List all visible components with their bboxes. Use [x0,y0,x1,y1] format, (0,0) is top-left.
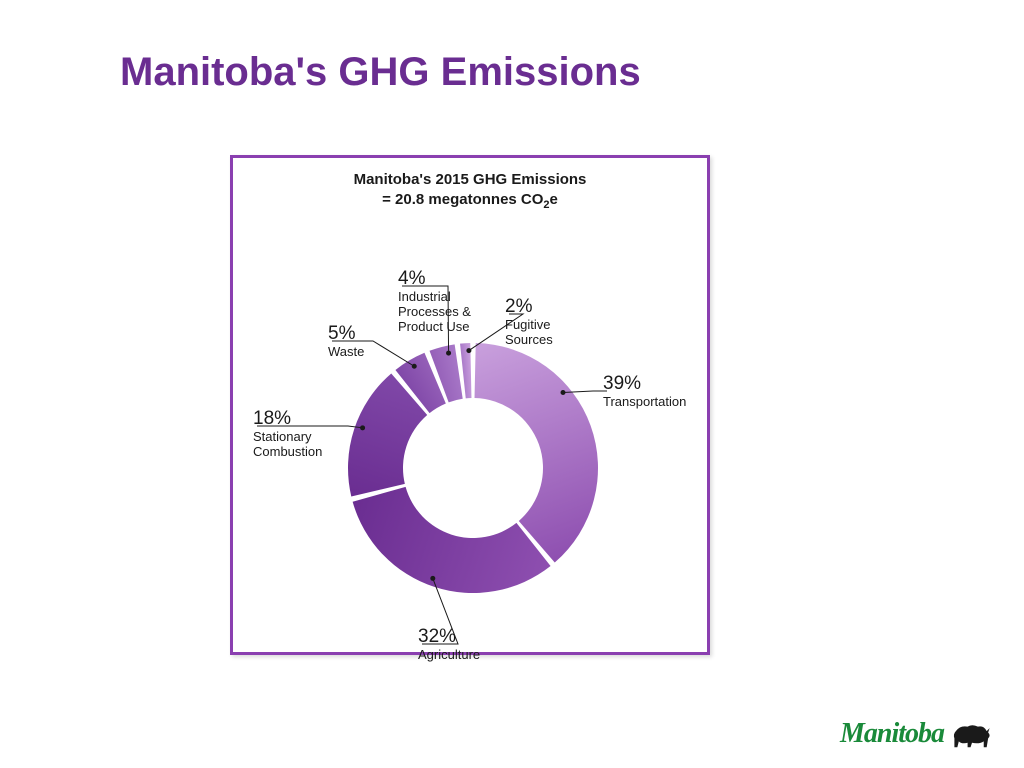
donut-slice [475,343,598,563]
bison-icon [950,719,994,749]
slice-label: 32%Agriculture [418,626,480,663]
slice-pct: 5% [328,323,364,345]
chart-title-line2-prefix: = 20.8 megatonnes CO [382,191,543,208]
slice-label: 5%Waste [328,323,364,360]
logo-text: Manitoba [840,718,944,750]
chart-title: Manitoba's 2015 GHG Emissions = 20.8 meg… [233,170,707,212]
chart-title-line1: Manitoba's 2015 GHG Emissions [354,171,587,188]
slice-label: 18%StationaryCombustion [253,408,322,460]
slice-name: Agriculture [418,647,480,662]
slice-name: FugitiveSources [505,317,553,347]
slice-label: 39%Transportation [603,373,686,410]
slice-name: Transportation [603,394,686,409]
donut-chart: 39%Transportation32%Agriculture18%Statio… [233,258,707,658]
slice-name: IndustrialProcesses &Product Use [398,289,471,334]
slice-label: 2%FugitiveSources [505,296,553,348]
chart-frame: Manitoba's 2015 GHG Emissions = 20.8 meg… [230,155,710,655]
slice-name: StationaryCombustion [253,429,322,459]
corner-stripes [0,0,219,25]
slice-name: Waste [328,344,364,359]
slice-pct: 4% [398,268,471,290]
slice-pct: 2% [505,296,553,318]
manitoba-logo: Manitoba [840,718,994,750]
slice-pct: 32% [418,626,480,648]
slice-label: 4%IndustrialProcesses &Product Use [398,268,471,335]
slice-pct: 39% [603,373,686,395]
page-title: Manitoba's GHG Emissions [120,50,641,95]
donut-slice [353,487,551,593]
chart-title-line2-suffix: e [550,191,558,208]
slice-pct: 18% [253,408,322,430]
